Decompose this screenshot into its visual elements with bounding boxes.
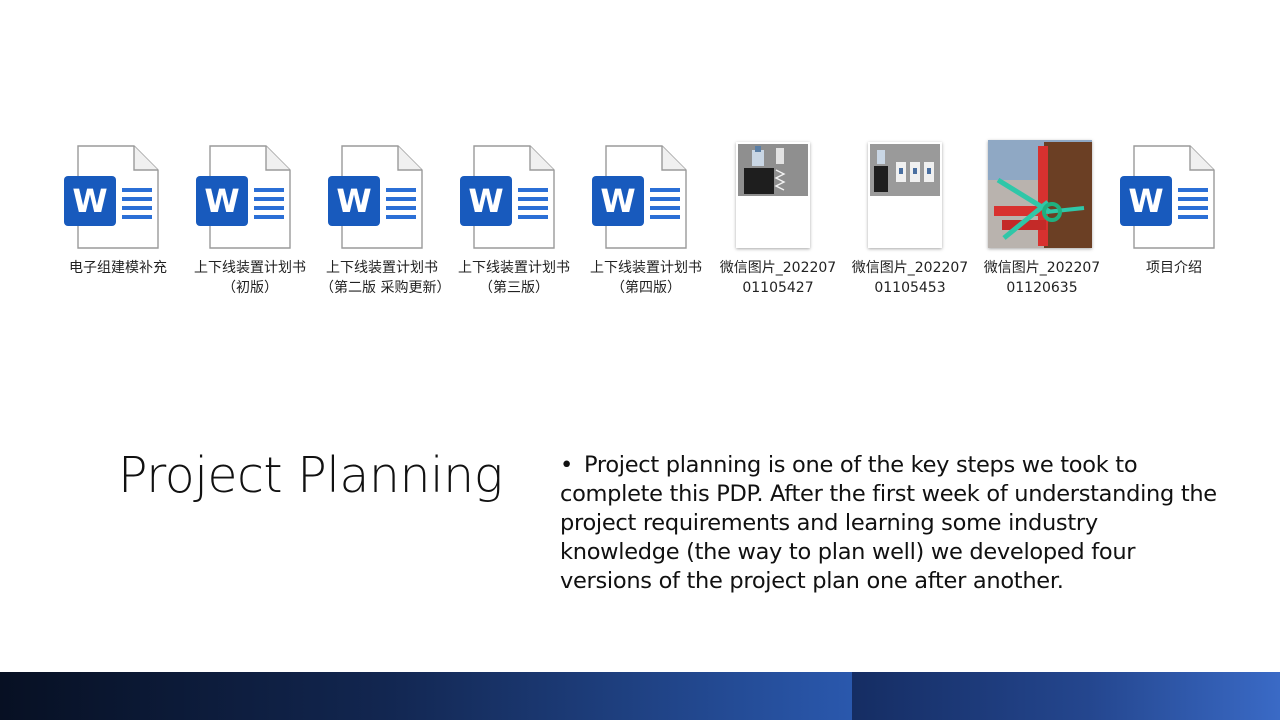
file-item[interactable]: 上下线装置计划书（初版）: [184, 140, 316, 298]
file-name: 上下线装置计划书（第四版）: [590, 260, 702, 296]
file-thumbnail: [580, 140, 712, 252]
file-item[interactable]: 上下线装置计划书（第二版 采购更新）: [316, 140, 451, 298]
file-item[interactable]: 项目介绍: [1108, 140, 1240, 278]
file-thumbnail: [712, 140, 844, 252]
bullet-icon: •: [560, 452, 573, 478]
word-doc-icon: [460, 145, 555, 249]
footer-band-accent: [852, 672, 1280, 720]
device-photo-icon: [868, 142, 942, 248]
slide-title: Project Planning: [118, 447, 503, 504]
file-thumbnail: [184, 140, 316, 252]
file-item[interactable]: 上下线装置计划书（第四版）: [580, 140, 712, 298]
device-photo-icon: [736, 142, 810, 248]
word-doc-icon: [64, 145, 159, 249]
word-doc-icon: [328, 145, 423, 249]
word-doc-icon: [592, 145, 687, 249]
file-item[interactable]: 微信图片_20220701105427: [712, 140, 844, 298]
bullet-text: Project planning is one of the key steps…: [560, 452, 1217, 594]
file-item[interactable]: 电子组建模补充: [52, 140, 184, 278]
word-doc-icon: [196, 145, 291, 249]
file-item[interactable]: 微信图片_20220701120635: [976, 140, 1108, 298]
file-thumbnail: [448, 140, 580, 252]
file-item[interactable]: 上下线装置计划书（第三版）: [448, 140, 580, 298]
file-name: 项目介绍: [1146, 260, 1202, 276]
footer-band: [0, 672, 852, 720]
file-name: 电子组建模补充: [69, 260, 167, 276]
word-doc-icon: [1120, 145, 1215, 249]
file-thumbnail: [844, 140, 976, 252]
file-thumbnail: [1108, 140, 1240, 252]
file-name: 微信图片_20220701120635: [983, 260, 1101, 296]
file-name: 上下线装置计划书（第二版 采购更新）: [320, 260, 451, 296]
file-name: 上下线装置计划书（第三版）: [458, 260, 570, 296]
file-grid: 电子组建模补充 上下线装置计划书（初版） 上下线装置计划书（第二版 采购更新） …: [52, 140, 1242, 330]
file-thumbnail: [976, 140, 1108, 252]
file-thumbnail: [52, 140, 184, 252]
file-name: 上下线装置计划书（初版）: [194, 260, 306, 296]
file-thumbnail: [316, 140, 448, 252]
file-name: 微信图片_20220701105453: [851, 260, 969, 296]
file-item[interactable]: 微信图片_20220701105453: [844, 140, 976, 298]
file-name: 微信图片_20220701105427: [719, 260, 837, 296]
mechanism-render-icon: [988, 140, 1092, 248]
bullet-paragraph: • Project planning is one of the key step…: [560, 451, 1220, 596]
